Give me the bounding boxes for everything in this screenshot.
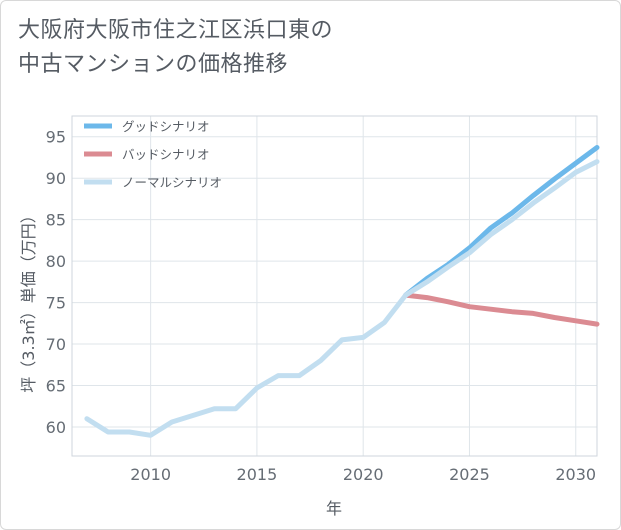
legend-label-good: グッドシナリオ — [122, 119, 210, 134]
series-line-normal — [84, 159, 600, 438]
x-tick-label-2010: 2010 — [130, 465, 171, 484]
chart-title-line-1: 大阪府大阪市住之江区浜口東の — [18, 18, 334, 43]
x-tick-label-2015: 2015 — [237, 465, 278, 484]
y-tick-label-90: 90 — [46, 169, 66, 188]
y-tick-labels: 60 65 70 75 80 85 90 95 — [46, 128, 66, 437]
series-lines — [84, 145, 600, 438]
y-tick-label-60: 60 — [46, 418, 66, 437]
y-axis-title: 坪（3.3㎡）単価（万円） — [19, 207, 38, 392]
series-line-bad — [403, 292, 600, 327]
series-line-good — [403, 145, 600, 298]
legend-label-bad: バッドシナリオ — [122, 147, 210, 162]
legend-label-normal: ノーマルシナリオ — [122, 175, 222, 190]
chart-title: 大阪府大阪市住之江区浜口東の 中古マンションの価格推移 — [18, 14, 333, 82]
grid-lines — [72, 116, 597, 456]
x-axis-title: 年 — [326, 499, 342, 518]
y-tick-label-80: 80 — [46, 252, 66, 271]
x-tick-labels: 2010 2015 2020 2025 2030 — [130, 465, 596, 484]
x-tick-label-2030: 2030 — [555, 465, 596, 484]
y-tick-label-70: 70 — [46, 335, 66, 354]
y-tick-label-95: 95 — [46, 128, 66, 147]
y-tick-label-85: 85 — [46, 211, 66, 230]
y-tick-label-75: 75 — [46, 294, 66, 313]
y-tick-label-65: 65 — [46, 377, 66, 396]
x-tick-label-2025: 2025 — [449, 465, 490, 484]
chart-title-line-2: 中古マンションの価格推移 — [18, 52, 289, 77]
x-tick-label-2020: 2020 — [343, 465, 384, 484]
plot-area-border — [71, 115, 598, 457]
legend: グッドシナリオ バッドシナリオ ノーマルシナリオ — [84, 119, 222, 190]
